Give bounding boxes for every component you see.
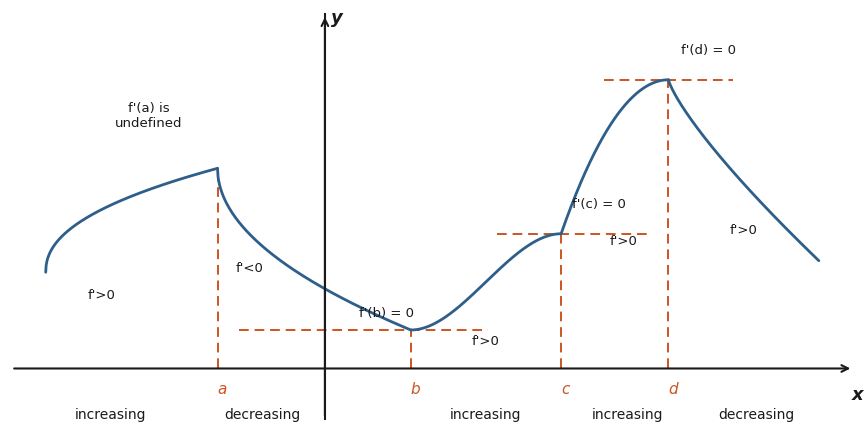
Text: f'<0: f'<0 — [236, 262, 264, 275]
Text: f'>0: f'>0 — [730, 224, 758, 237]
Text: f'(c) = 0: f'(c) = 0 — [572, 198, 626, 211]
Text: increasing: increasing — [450, 408, 522, 423]
Text: y: y — [331, 9, 343, 27]
Text: f'(a) is
undefined: f'(a) is undefined — [115, 102, 183, 130]
Text: f'>0: f'>0 — [472, 335, 500, 348]
Text: d: d — [668, 382, 678, 397]
Text: f'(d) = 0: f'(d) = 0 — [681, 44, 736, 57]
Text: c: c — [561, 382, 570, 397]
Text: x: x — [851, 386, 864, 404]
Text: increasing: increasing — [75, 408, 146, 423]
Text: a: a — [218, 382, 227, 397]
Text: f'(b) = 0: f'(b) = 0 — [359, 307, 414, 320]
Text: increasing: increasing — [592, 408, 663, 423]
Text: f'>0: f'>0 — [610, 235, 637, 248]
Text: b: b — [411, 382, 420, 397]
Text: decreasing: decreasing — [225, 408, 301, 423]
Text: decreasing: decreasing — [719, 408, 795, 423]
Text: f'>0: f'>0 — [88, 289, 115, 302]
